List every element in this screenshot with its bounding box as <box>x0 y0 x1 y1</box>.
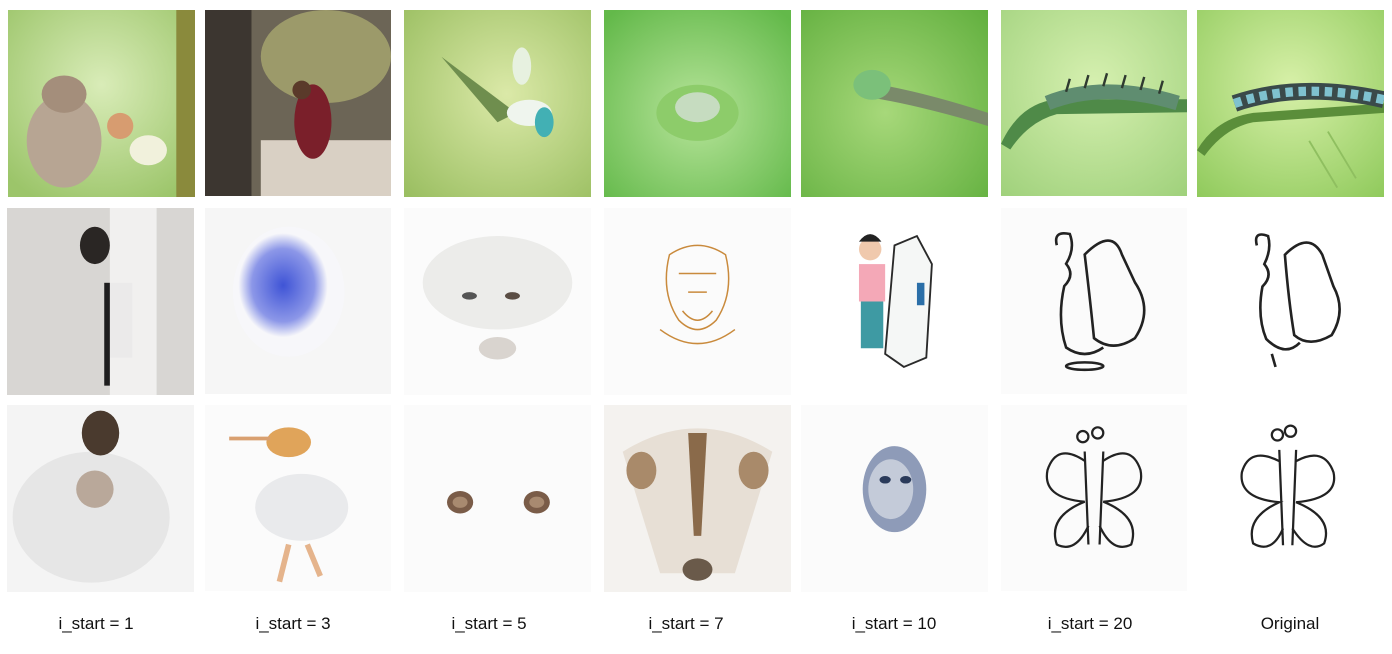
tile-r3-c4 <box>604 405 791 592</box>
column-label: i_start = 5 <box>451 614 527 633</box>
tile-r3-c7 <box>1197 405 1384 592</box>
tile-r2-c7 <box>1197 208 1384 395</box>
tile-r3-c5 <box>801 405 988 592</box>
tile-r3-c1 <box>7 405 194 592</box>
tile-r2-c5 <box>801 208 988 395</box>
column-label: i_start = 10 <box>851 614 937 633</box>
tile-r2-c1 <box>7 208 194 395</box>
tile-r3-c2 <box>205 405 391 591</box>
tile-r2-c2 <box>205 208 391 394</box>
column-label: i_start = 20 <box>1047 614 1133 633</box>
tile-r1-c6 <box>1001 10 1187 196</box>
tile-r3-c3 <box>404 405 591 592</box>
tile-r3-c6 <box>1001 405 1187 591</box>
tile-r2-c6 <box>1001 208 1187 394</box>
tile-r1-c1 <box>8 10 195 197</box>
tile-r1-c5 <box>801 10 988 197</box>
tile-r1-c2 <box>205 10 391 196</box>
tile-r1-c4 <box>604 10 791 197</box>
column-label: i_start = 7 <box>648 614 724 633</box>
column-label: i_start = 1 <box>58 614 134 633</box>
column-label: Original <box>1260 614 1320 633</box>
column-label: i_start = 3 <box>255 614 331 633</box>
tile-r2-c4 <box>604 208 791 395</box>
tile-r1-c3 <box>404 10 591 197</box>
tile-r2-c3 <box>404 208 591 395</box>
tile-r1-c7 <box>1197 10 1384 197</box>
